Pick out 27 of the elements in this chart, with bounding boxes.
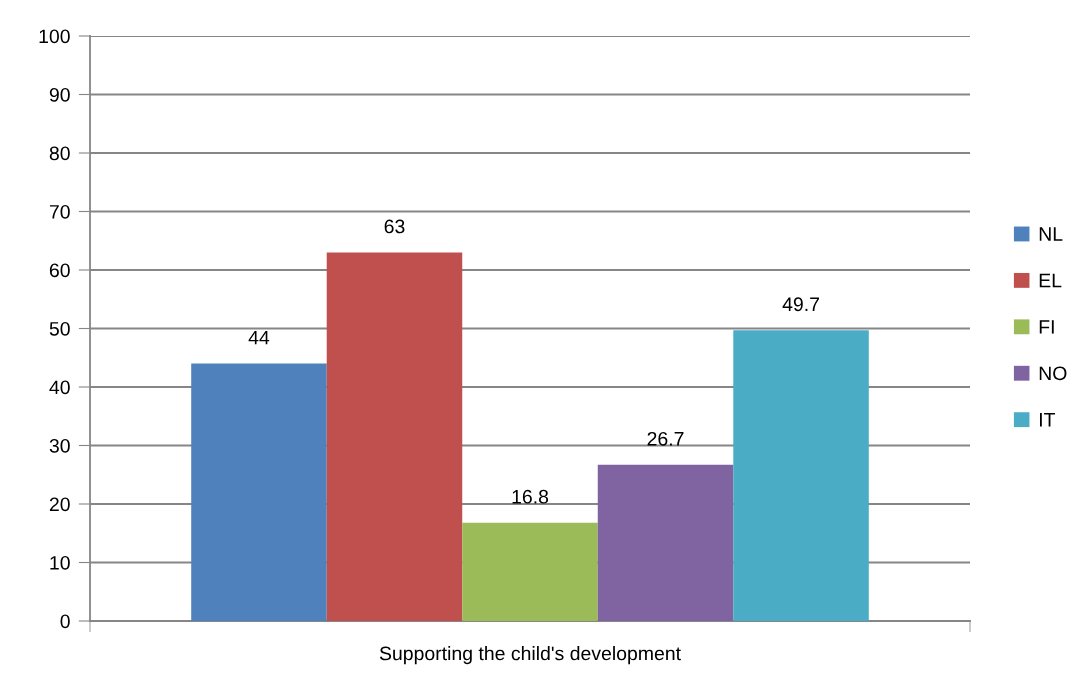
y-tick-label: 50 xyxy=(49,321,70,336)
y-tick-label: 20 xyxy=(49,497,70,512)
bar xyxy=(326,252,463,621)
y-tick-label: 80 xyxy=(49,146,70,161)
y-tick-label: 40 xyxy=(49,380,70,395)
data-label: 44 xyxy=(248,330,270,345)
bar xyxy=(191,363,327,621)
data-label: 26.7 xyxy=(647,431,684,446)
data-label: 16.8 xyxy=(512,489,549,504)
y-tick-label: 60 xyxy=(49,263,70,278)
bar xyxy=(597,464,734,621)
y-tick-label: 30 xyxy=(49,438,70,453)
legend-label: IT xyxy=(1040,413,1056,427)
legend-label: NO xyxy=(1039,366,1067,381)
bar xyxy=(733,330,869,621)
data-label: 49.7 xyxy=(782,297,819,312)
data-label: 63 xyxy=(384,219,405,234)
y-tick-label: 90 xyxy=(49,87,70,102)
y-tick-label: 10 xyxy=(50,555,70,570)
x-tick-label: Supporting the child's development xyxy=(379,646,681,665)
y-tick-label: 0 xyxy=(60,614,70,629)
bar xyxy=(462,522,598,621)
legend-label: NL xyxy=(1039,227,1063,241)
y-tick-label: 70 xyxy=(49,204,70,219)
legend-label: FI xyxy=(1039,320,1054,334)
legend-label: EL xyxy=(1039,273,1062,288)
y-tick-label: 100 xyxy=(39,29,70,44)
